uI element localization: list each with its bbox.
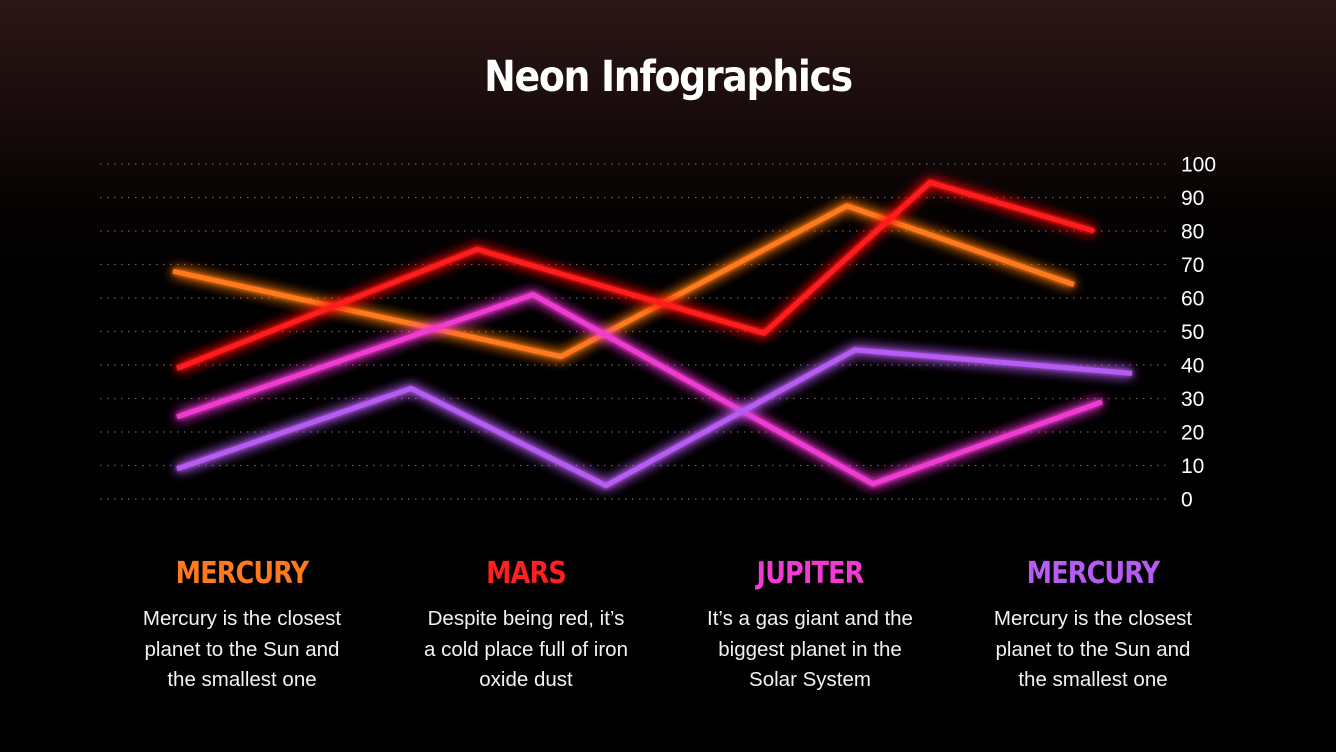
card-line: It’s a gas giant and the [707, 607, 913, 630]
y-tick-label: 90 [1181, 187, 1204, 210]
card-description: Mercury is the closest planet to the Sun… [943, 604, 1243, 696]
card-line: Despite being red, it’s [427, 607, 625, 630]
card-title: MARS [486, 556, 567, 591]
chart-gridlines [100, 163, 1166, 500]
y-tick-label: 100 [1181, 154, 1216, 177]
card-line: a cold place full of iron [424, 637, 628, 661]
card-line: planet to the Sun and [995, 637, 1191, 661]
y-tick-label: 70 [1181, 254, 1204, 277]
card-description: It’s a gas giant and the biggest planet … [660, 604, 960, 696]
y-tick-label: 10 [1181, 455, 1204, 478]
y-tick-label: 80 [1181, 221, 1204, 244]
card-mercury-2: MERCURY Mercury is the closest planet to… [943, 553, 1243, 696]
card-mercury: MERCURY Mercury is the closest planet to… [92, 553, 392, 696]
series-line-mercury-2 [176, 347, 1133, 489]
card-line: Mercury is the closest [142, 607, 342, 630]
series-line-mercury [172, 203, 1075, 360]
y-tick-label: 40 [1181, 355, 1204, 378]
card-line: Mercury is the closest [993, 607, 1193, 630]
card-description: Despite being red, it’s a cold place ful… [376, 604, 676, 696]
series-line-jupiter [176, 291, 1103, 487]
y-tick-label: 0 [1181, 489, 1193, 512]
card-line: the smallest one [167, 668, 317, 691]
card-description: Mercury is the closest planet to the Sun… [92, 604, 392, 696]
card-title: MERCURY [1026, 556, 1160, 591]
card-line: the smallest one [1018, 668, 1168, 691]
page-title: Neon Infographics [484, 52, 853, 102]
card-mars: MARS Despite being red, it’s a cold plac… [376, 553, 676, 696]
chart-series [172, 179, 1133, 489]
card-jupiter: JUPITER It’s a gas giant and the biggest… [660, 553, 960, 696]
y-tick-label: 20 [1181, 422, 1204, 445]
y-tick-label: 60 [1181, 288, 1204, 311]
series-line-mars [176, 179, 1095, 371]
card-line: biggest planet in the [718, 637, 902, 661]
card-title: JUPITER [756, 556, 865, 591]
y-tick-label: 30 [1181, 388, 1204, 411]
y-tick-label: 50 [1181, 321, 1204, 344]
card-title: MERCURY [175, 556, 309, 591]
card-line: Solar System [749, 668, 871, 691]
card-line: planet to the Sun and [144, 637, 340, 661]
card-line: oxide dust [479, 668, 573, 691]
